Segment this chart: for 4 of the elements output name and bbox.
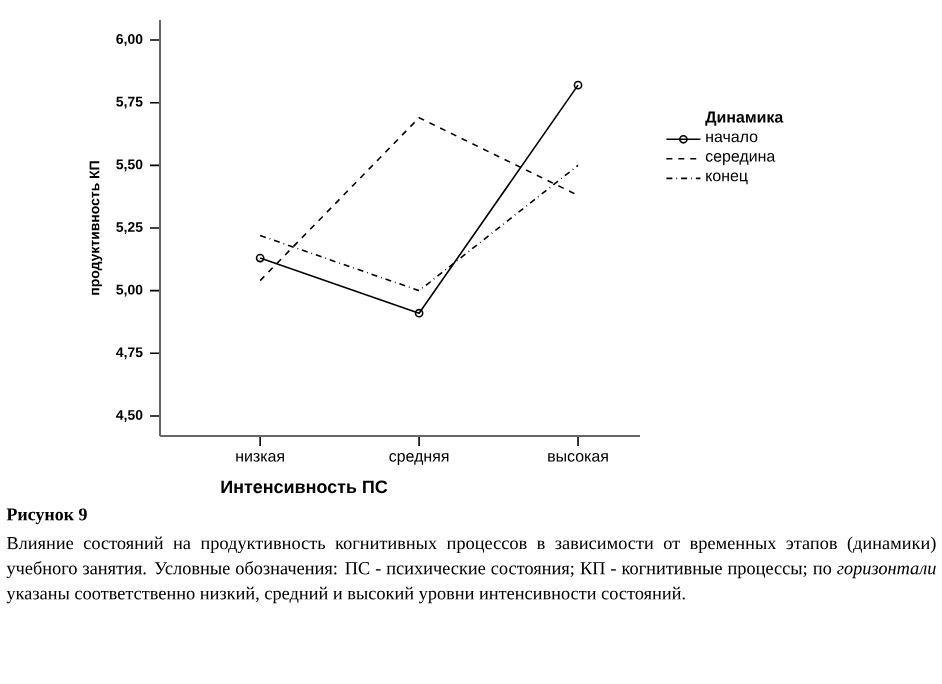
x-axis-title: Интенсивность ПС — [221, 480, 388, 494]
point — [414, 308, 424, 318]
text: Влияние состояний на продуктивность когнитивных процессов в зависимости от временных этапов (динамики) учебного занятия. Условные обозначения: ПС - психические состояния; КП - когнитивные процессы; по горизонтали указаны соответственно низкий, средний и высокий уровни интенсивности состояний. — [6, 536, 936, 604]
text: Рисунок 9 — [6, 508, 87, 525]
